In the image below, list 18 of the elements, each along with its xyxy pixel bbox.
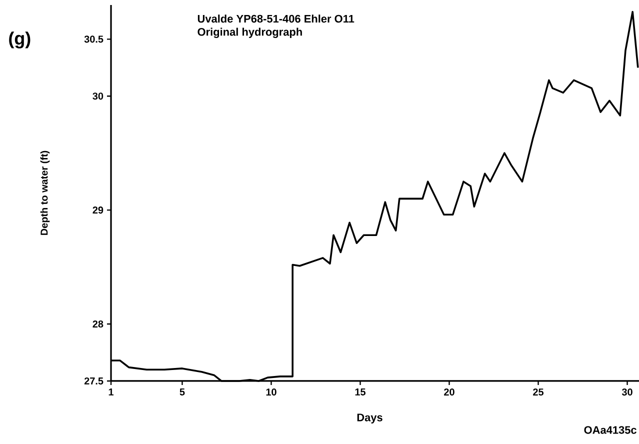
y-tick-label: 29 <box>92 206 104 214</box>
text: OAa4135c <box>584 426 636 434</box>
y-tick-label: 28 <box>92 320 104 328</box>
x-tick-label: 1 <box>108 388 114 396</box>
x-axis-title: Days <box>357 414 382 424</box>
text: Uvalde YP68-51-406 Ehler O11 <box>198 14 354 23</box>
x-tick-label: 5 <box>180 388 185 396</box>
x-tick-label: 30 <box>622 388 632 396</box>
y-tick-label: 27.5 <box>84 377 104 385</box>
x-tick-label: 15 <box>355 388 366 396</box>
x-tick-label: 20 <box>444 388 454 396</box>
x-tick-label: 25 <box>533 388 544 396</box>
x-tick-label: 10 <box>266 388 276 396</box>
text: Original hydrograph <box>198 28 302 38</box>
y-tick-label: 30 <box>92 92 104 100</box>
text: (g) <box>9 32 30 48</box>
y-axis-title: Depth to water (ft) <box>40 150 50 235</box>
y-tick-label: 30.5 <box>84 36 104 43</box>
